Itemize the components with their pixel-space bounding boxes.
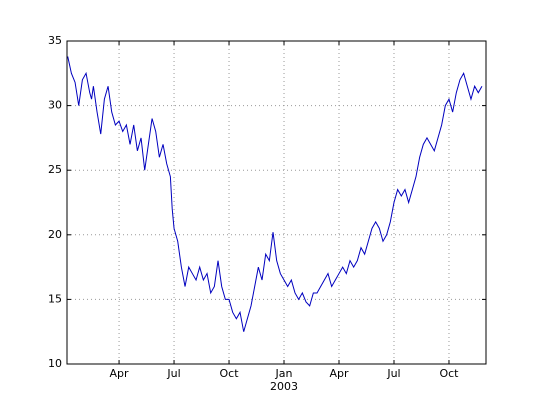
- y-tick-label: 35: [48, 34, 62, 47]
- x-tick-label: Apr: [110, 367, 130, 380]
- y-tick-label: 25: [48, 163, 62, 176]
- x-tick-label: Jul: [386, 367, 400, 380]
- x-tick-label: Jan: [275, 367, 293, 380]
- x-tick-label: Apr: [329, 367, 349, 380]
- x-tick-label: Oct: [220, 367, 240, 380]
- y-tick-label: 20: [48, 228, 62, 241]
- plot-frame: [66, 40, 487, 365]
- x-tick-label: Oct: [439, 367, 459, 380]
- y-tick-label: 10: [48, 357, 62, 370]
- y-tick-label: 30: [48, 99, 62, 112]
- x-tick-label: Jul: [166, 367, 180, 380]
- line-series: [67, 56, 483, 332]
- y-tick-label: 15: [48, 292, 62, 305]
- x-year-label: 2003: [270, 380, 298, 393]
